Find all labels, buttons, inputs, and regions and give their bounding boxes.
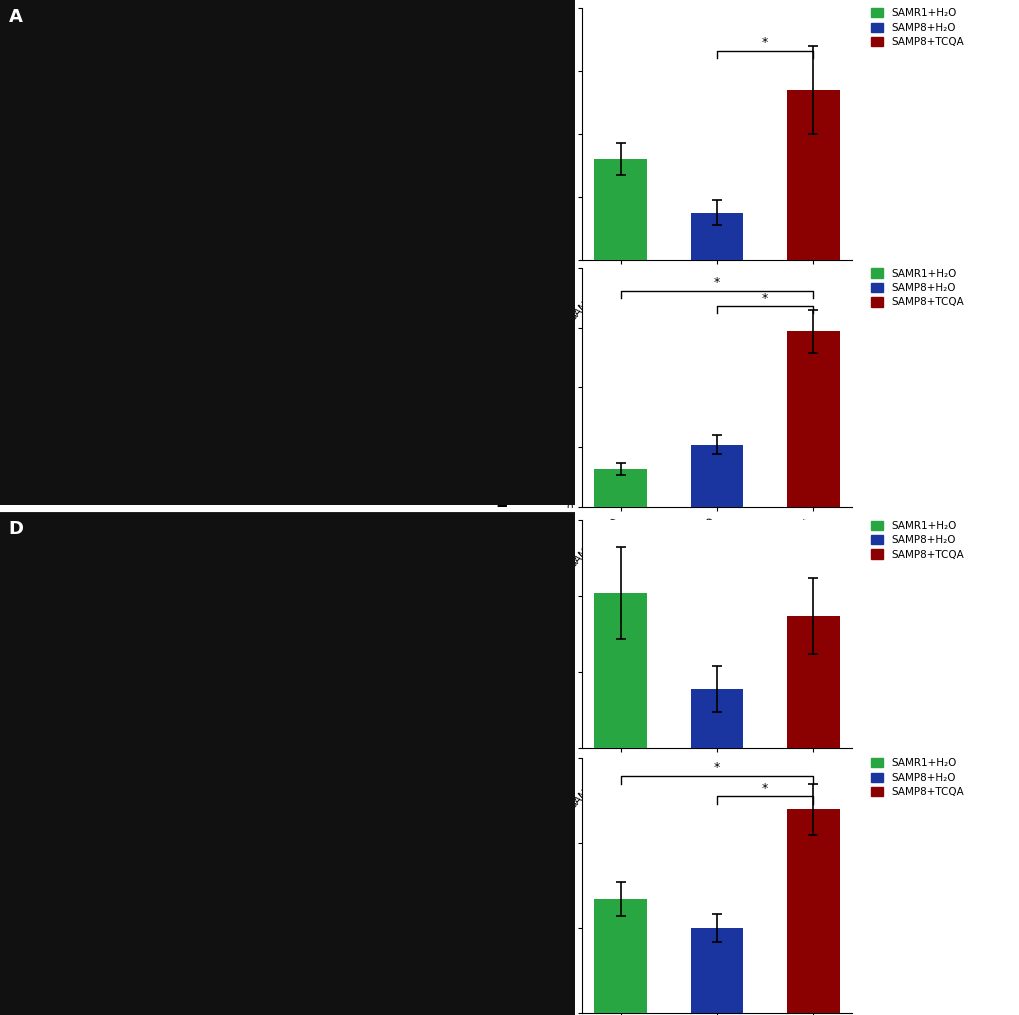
Bar: [786, 90, 839, 260]
Bar: [690, 213, 743, 260]
Bar: [594, 469, 647, 508]
Bar: [690, 928, 743, 1013]
Text: *: *: [713, 761, 719, 774]
Text: E: E: [495, 492, 507, 511]
Bar: [594, 593, 647, 748]
Bar: [690, 445, 743, 508]
Bar: [690, 689, 743, 748]
Text: *: *: [713, 276, 719, 289]
Text: A: A: [8, 7, 22, 25]
Legend: SAMR1+H₂O, SAMP8+H₂O, SAMP8+TCQA: SAMR1+H₂O, SAMP8+H₂O, SAMP8+TCQA: [870, 521, 963, 559]
Bar: [594, 159, 647, 260]
Text: *: *: [761, 291, 767, 304]
Text: F: F: [495, 728, 507, 745]
Legend: SAMR1+H₂O, SAMP8+H₂O, SAMP8+TCQA: SAMR1+H₂O, SAMP8+H₂O, SAMP8+TCQA: [870, 8, 963, 47]
Y-axis label: BrdU⁺/GFAP⁺ cells (mm³): BrdU⁺/GFAP⁺ cells (mm³): [520, 61, 532, 207]
Legend: SAMR1+H₂O, SAMP8+H₂O, SAMP8+TCQA: SAMR1+H₂O, SAMP8+H₂O, SAMP8+TCQA: [870, 758, 963, 797]
Legend: SAMR1+H₂O, SAMP8+H₂O, SAMP8+TCQA: SAMR1+H₂O, SAMP8+H₂O, SAMP8+TCQA: [870, 268, 963, 308]
Text: D: D: [8, 520, 23, 538]
Bar: [786, 809, 839, 1013]
Bar: [786, 616, 839, 748]
Text: *: *: [761, 37, 767, 50]
Bar: [594, 899, 647, 1013]
Text: *: *: [761, 782, 767, 795]
Bar: [786, 331, 839, 508]
Y-axis label: BrdU⁺/NeuN⁺ cells (mm³): BrdU⁺/NeuN⁺ cells (mm³): [513, 314, 526, 462]
Text: C: C: [495, 240, 508, 258]
Y-axis label: BrdU⁺/GFAP⁺ cells (mm³): BrdU⁺/GFAP⁺ cells (mm³): [519, 561, 532, 706]
Y-axis label: BrdU⁺/NeuN⁺ cells (mm³): BrdU⁺/NeuN⁺ cells (mm³): [513, 811, 526, 960]
